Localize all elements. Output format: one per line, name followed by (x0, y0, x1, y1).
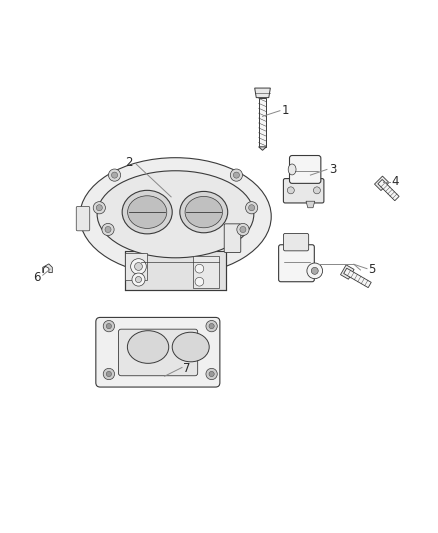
Circle shape (206, 368, 217, 379)
FancyBboxPatch shape (224, 224, 241, 253)
FancyBboxPatch shape (279, 245, 314, 282)
Text: 3: 3 (328, 163, 336, 176)
Text: 7: 7 (184, 362, 191, 375)
Circle shape (240, 227, 246, 232)
Circle shape (195, 277, 204, 286)
Circle shape (237, 223, 249, 236)
Circle shape (246, 201, 258, 214)
Circle shape (109, 169, 120, 181)
FancyBboxPatch shape (76, 206, 90, 231)
FancyBboxPatch shape (193, 256, 219, 288)
Circle shape (287, 187, 294, 194)
FancyBboxPatch shape (125, 254, 147, 279)
Circle shape (106, 372, 112, 377)
Circle shape (102, 223, 114, 236)
Ellipse shape (127, 196, 167, 229)
Ellipse shape (97, 171, 254, 258)
Circle shape (105, 227, 111, 232)
Polygon shape (254, 88, 270, 98)
Circle shape (112, 172, 117, 178)
FancyBboxPatch shape (96, 318, 220, 387)
Ellipse shape (185, 197, 223, 228)
Circle shape (249, 205, 254, 211)
Circle shape (195, 264, 204, 273)
Polygon shape (344, 268, 371, 288)
Circle shape (209, 324, 214, 329)
Circle shape (135, 277, 141, 282)
FancyBboxPatch shape (283, 179, 324, 203)
FancyBboxPatch shape (118, 329, 198, 376)
Circle shape (311, 268, 318, 274)
Ellipse shape (180, 191, 228, 233)
Circle shape (233, 172, 240, 178)
Text: 2: 2 (125, 156, 133, 169)
FancyBboxPatch shape (290, 156, 321, 183)
Text: 1: 1 (282, 104, 290, 117)
Circle shape (134, 263, 142, 270)
Text: 4: 4 (391, 175, 399, 188)
Circle shape (106, 324, 112, 329)
Circle shape (103, 368, 115, 379)
Polygon shape (125, 251, 226, 290)
Polygon shape (378, 180, 399, 201)
Polygon shape (43, 264, 52, 272)
Circle shape (209, 372, 214, 377)
Ellipse shape (127, 330, 169, 364)
Circle shape (206, 320, 217, 332)
Circle shape (96, 205, 102, 211)
Circle shape (93, 201, 106, 214)
Polygon shape (340, 265, 354, 279)
FancyBboxPatch shape (283, 233, 309, 251)
Circle shape (103, 320, 115, 332)
Polygon shape (306, 201, 315, 208)
Ellipse shape (80, 158, 271, 275)
Ellipse shape (122, 190, 172, 234)
Polygon shape (374, 176, 389, 191)
Ellipse shape (172, 332, 209, 362)
Ellipse shape (288, 164, 296, 175)
Circle shape (307, 263, 322, 279)
Circle shape (314, 187, 321, 194)
Polygon shape (258, 98, 266, 147)
Polygon shape (258, 147, 266, 150)
Text: 6: 6 (33, 271, 40, 284)
Text: 5: 5 (368, 263, 376, 276)
Circle shape (132, 273, 145, 286)
Circle shape (131, 259, 146, 274)
Circle shape (230, 169, 243, 181)
